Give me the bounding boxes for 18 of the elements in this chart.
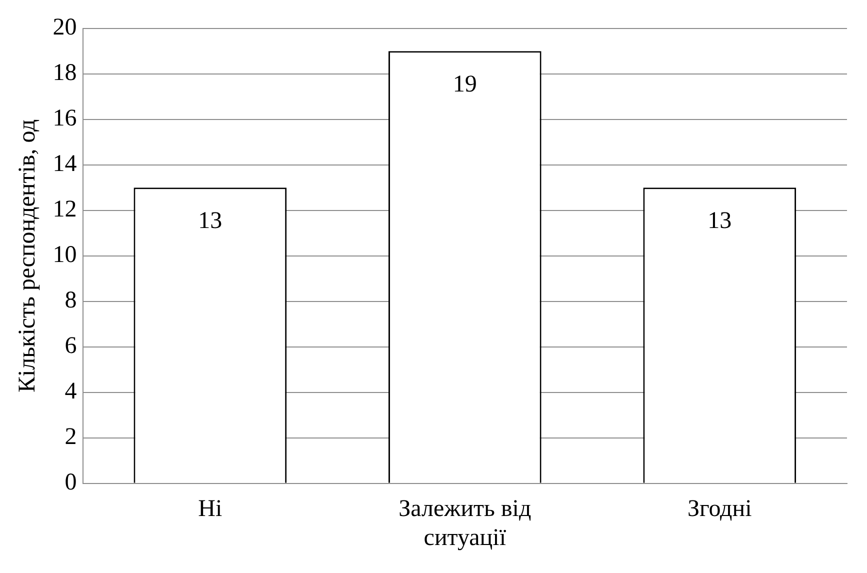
data-label: 13	[198, 208, 222, 234]
y-axis-title: Кількість респондентів, од	[14, 119, 41, 393]
x-tick-label: Згодні	[687, 496, 752, 522]
y-tick-label: 4	[64, 378, 77, 405]
y-tick-label: 20	[52, 14, 77, 41]
y-tick-label: 18	[52, 60, 77, 86]
y-tick-label: 14	[52, 151, 77, 178]
y-tick-label: 6	[64, 333, 77, 360]
data-label: 19	[452, 71, 477, 98]
x-tick-label: Ні	[198, 496, 222, 522]
x-tick-label: Залежить від ситуації	[398, 496, 532, 551]
y-tick-label: 0	[64, 470, 77, 496]
y-tick-label: 2	[64, 424, 77, 450]
y-tick-label: 12	[52, 196, 77, 223]
data-label: 13	[708, 208, 732, 234]
y-tick-label: 8	[64, 288, 77, 314]
y-tick-label: 16	[52, 106, 77, 132]
y-tick-label: 10	[52, 242, 77, 268]
